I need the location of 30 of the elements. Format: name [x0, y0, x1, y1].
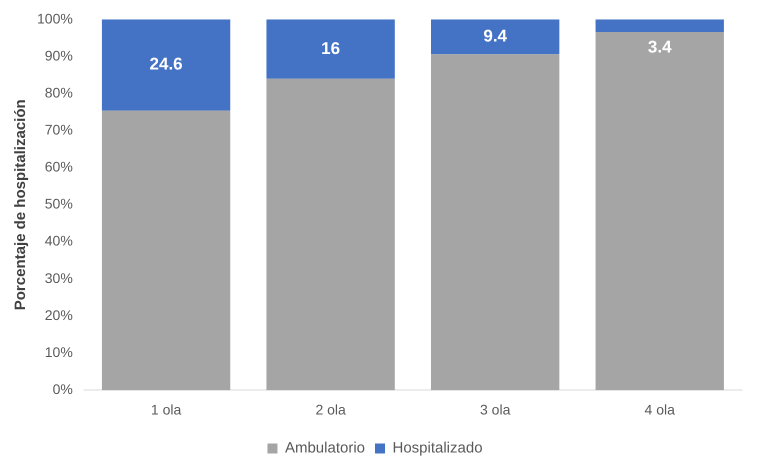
y-tick-label: 30% [44, 270, 73, 286]
y-tick-label: 90% [44, 47, 73, 64]
data-label: 9.4 [483, 26, 508, 46]
bar [431, 54, 560, 390]
y-tick-label: 0% [52, 381, 73, 398]
y-tick-label: 50% [44, 196, 73, 212]
bar [102, 110, 230, 390]
bar [596, 19, 724, 32]
data-label: 3.4 [648, 38, 672, 57]
x-tick-label: 4 ola [644, 401, 676, 418]
y-axis-title: Porcentaje de hospitalización [12, 99, 30, 310]
y-tick-label: 70% [44, 122, 73, 138]
bar [266, 19, 395, 79]
bar [431, 19, 560, 54]
y-tick-label: 100% [36, 10, 73, 26]
legend-label: Hospitalizado [392, 440, 483, 457]
x-tick-label: 1 ola [150, 401, 182, 418]
bar [596, 32, 724, 390]
y-tick-label: 20% [44, 306, 73, 323]
y-tick-label: 10% [44, 344, 73, 360]
data-label: 24.6 [150, 54, 183, 74]
bar [102, 19, 230, 111]
x-tick-label: 2 ola [315, 401, 346, 418]
y-tick-label: 80% [44, 84, 73, 100]
bar [266, 78, 395, 390]
y-tick-label: 40% [44, 232, 73, 249]
x-tick-label: 3 ola [480, 401, 511, 418]
legend-label: Ambulatorio [284, 440, 365, 457]
y-tick-label: 60% [44, 158, 73, 175]
data-label: 16 [321, 38, 340, 58]
